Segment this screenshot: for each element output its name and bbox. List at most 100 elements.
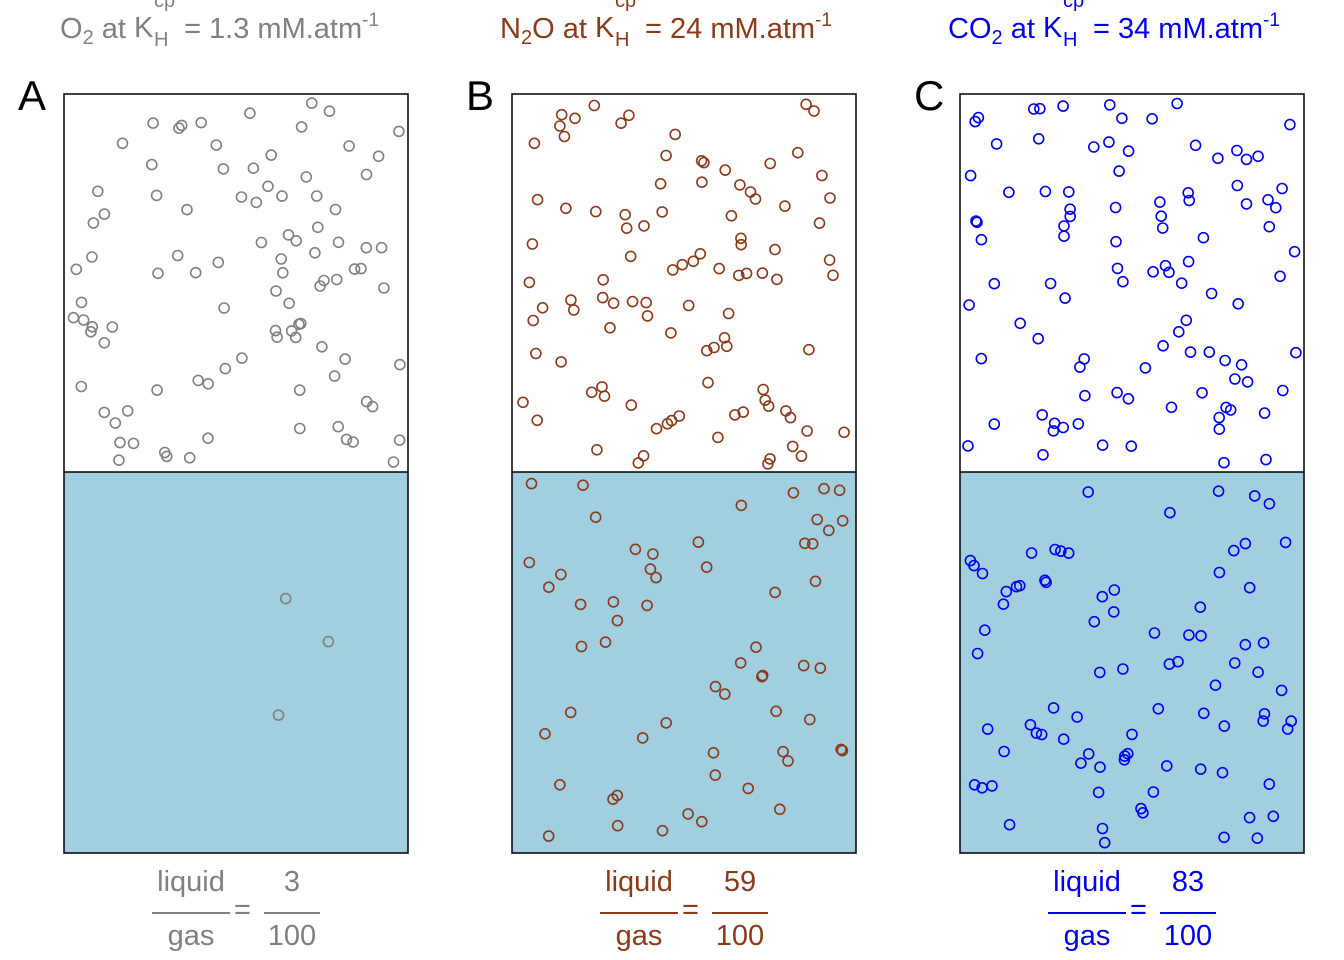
panel-b-liquid-molecule <box>607 596 620 608</box>
panel-c-gas-molecule <box>1047 425 1060 437</box>
panel-c-liquid-molecule <box>1148 627 1161 639</box>
panel-c-gas-molecule <box>1229 373 1241 385</box>
panel-a-gas-molecule <box>152 267 164 280</box>
panel-c-liquid-molecule <box>1239 638 1252 651</box>
panel-b-liquid-molecule <box>542 581 555 594</box>
panel-c-gas-molecule <box>1147 265 1159 278</box>
panel-c-liquid-molecule <box>976 567 989 580</box>
panel-b-liquid-count: 59 <box>723 866 757 898</box>
panel-b-liquid-molecule <box>650 571 662 584</box>
panel-c-liquid-molecule <box>1024 718 1037 731</box>
panel-c-liquid-molecule <box>1047 702 1060 714</box>
panel-b-gas-molecule <box>666 264 679 276</box>
panel-c-liquid-molecule <box>1035 728 1048 741</box>
panel-c-gas-molecule <box>1277 384 1289 397</box>
panel-a-gas-molecule <box>127 437 140 450</box>
panel-b-liquid-molecule <box>656 824 669 837</box>
panel-c-liquid-molecule <box>1252 666 1264 679</box>
panel-c-gas-molecule <box>1058 230 1070 242</box>
panel-b-ratio-bar <box>600 912 678 914</box>
panel-c-liquid-molecule <box>971 647 984 660</box>
panel-c-liquid-molecule <box>1049 543 1061 556</box>
panel-c-value: = 34 mM.atm <box>1093 13 1264 45</box>
panel-b-gas-molecule <box>531 193 544 206</box>
panel-c-liquid-molecule <box>1126 728 1138 741</box>
panel-b-gas-molecule <box>669 128 682 141</box>
panel-a-total: 100 <box>267 920 317 952</box>
panel-b-gas-molecule <box>682 299 695 312</box>
panel-a-gas-molecule <box>366 400 379 413</box>
panel-b-liquid-molecule <box>641 599 653 612</box>
panel-c-liquid-molecule <box>1161 760 1173 772</box>
panel-a-gas-molecule <box>67 311 80 324</box>
panel-a-gas-molecule <box>235 191 248 203</box>
panel-a-gas-molecule <box>300 171 313 183</box>
panel-b-liquid-molecule <box>555 568 567 581</box>
panel-c-gas-molecule <box>1263 220 1276 233</box>
panel-c-liquid-molecule <box>1212 485 1225 498</box>
panel-b-gas-molecule <box>823 254 836 266</box>
panel-c-gas-molecule <box>1165 401 1178 414</box>
panel-a-gas-molecule <box>305 97 318 109</box>
panel-c-gas-molecule <box>1290 346 1302 359</box>
panel-c-gas-molecule <box>1182 255 1195 268</box>
panel-c-ratio-denominator: gas <box>1063 920 1111 952</box>
panel-a-gas-molecule <box>311 221 324 234</box>
panel-b-gas-molecule <box>759 394 772 406</box>
panel-c-liquid-molecule <box>1003 818 1016 831</box>
panel-c-liquid-molecule <box>1108 606 1120 618</box>
panel-c-gas-molecule <box>988 277 1001 290</box>
panel-a-gas-molecule <box>147 117 159 129</box>
panel-c-liquid-molecule <box>1183 629 1195 641</box>
panel-b-ratio-denominator: gas <box>615 920 663 952</box>
panel-c-liquid-molecule <box>1137 806 1149 819</box>
panel-b-liquid-molecule <box>750 641 762 654</box>
panel-a-gas-molecule <box>393 434 406 447</box>
panel-b-liquid-molecule <box>629 543 642 556</box>
panel-c-gas-molecule <box>1171 97 1183 110</box>
panel-b-liquid-molecule <box>611 614 624 627</box>
panel-a-gas-molecule <box>86 320 99 333</box>
panel-c-gas-molecule <box>1218 456 1230 469</box>
panel-b-gas-molecule <box>687 255 700 268</box>
panel-b-liquid-molecule <box>611 819 624 832</box>
panel-a-gas-molecule <box>394 358 406 371</box>
panel-b-gas-molecule <box>596 381 608 393</box>
panel-c-liquid-molecule <box>998 745 1010 758</box>
panel-a-gas-molecule <box>378 282 390 294</box>
panel-b-gas-molecule <box>517 396 529 409</box>
panel-a-gas-molecule <box>295 121 308 133</box>
panel-c-gas-molecule <box>1014 317 1027 330</box>
panel-b-liquid-molecule <box>836 514 849 527</box>
panel-a-gas-molecule <box>244 107 256 119</box>
panel-c-gas-molecule <box>1074 361 1086 373</box>
panel-a-gas-molecule <box>265 149 278 161</box>
panel-a-gas-molecule <box>262 180 274 193</box>
panel-a-gas-molecule <box>314 280 326 292</box>
panel-b-gas-molecule <box>625 399 638 411</box>
panel-a-letter: A <box>18 72 47 119</box>
panel-a-gas-molecule <box>360 168 373 181</box>
panel-c-container <box>959 93 1305 854</box>
panel-c-gas-molecule <box>1036 409 1048 421</box>
panel-c-gas-molecule <box>1232 297 1244 310</box>
panel-b-container <box>511 93 857 854</box>
panel-b-gas-molecule <box>569 112 581 125</box>
panel-a-gas-molecule <box>285 325 298 337</box>
panel-c-liquid-molecule <box>1057 733 1070 746</box>
panel-c-liquid-molecule <box>1013 579 1026 592</box>
panel-a-gas-molecule <box>294 317 307 330</box>
panel-c-liquid-molecule <box>1263 497 1276 510</box>
panel-a-gas-molecule <box>340 433 353 446</box>
panel-c-gas-molecule <box>1039 185 1052 198</box>
panel-b-liquid-molecule <box>575 640 588 653</box>
panel-b-liquid-molecule <box>589 511 602 524</box>
panel-c-gas-molecule <box>972 111 985 124</box>
panel-c-gas-molecule <box>1079 389 1091 402</box>
panel-c-letter: C <box>914 72 945 119</box>
panel-a-gas-molecule <box>269 324 282 337</box>
panel-c-gas-molecule <box>1057 100 1069 112</box>
panel-a-gas-molecule <box>75 380 88 393</box>
panel-b-liquid-molecule <box>756 670 768 683</box>
